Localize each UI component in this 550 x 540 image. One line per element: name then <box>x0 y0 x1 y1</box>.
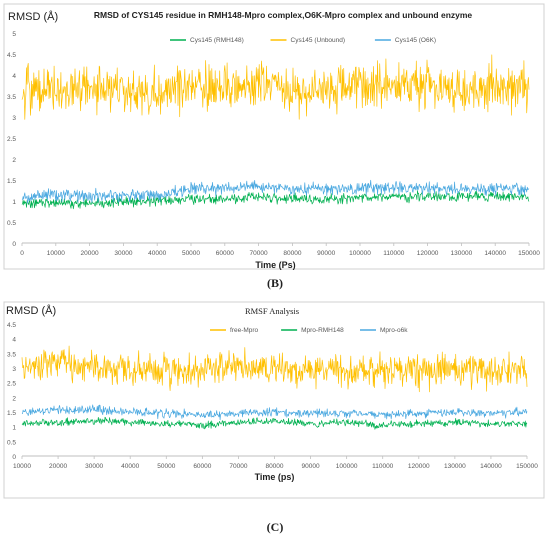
x-tick-label: 120000 <box>417 250 439 257</box>
series-line-cys145-o6k- <box>21 179 530 204</box>
x-tick-label: 10000 <box>47 250 65 257</box>
x-tick-label: 70000 <box>229 463 247 470</box>
y-tick-label: 0.5 <box>7 220 16 227</box>
x-tick-label: 30000 <box>85 463 103 470</box>
chart-title: RMSF Analysis <box>245 306 299 316</box>
rmsd-chart-svg: 0 0.5 1 1.5 2 2.5 3 3.5 4 4.5 5 0 10000 20000 30000 400… <box>3 3 545 270</box>
y-tick-label: 2.5 <box>7 136 16 143</box>
legend-entry: free-Mpro <box>230 327 259 334</box>
x-tick-label: 90000 <box>302 463 320 470</box>
x-tick-label: 80000 <box>265 463 283 470</box>
x-tick-label: 30000 <box>114 250 132 257</box>
chart-title: RMSD of CYS145 residue in RMH148-Mpro co… <box>94 10 473 20</box>
y-tick-label: 0 <box>12 454 16 461</box>
x-tick-label: 100000 <box>349 250 371 257</box>
x-tick-label: 70000 <box>250 250 268 257</box>
y-tick-label: 0.5 <box>7 439 16 446</box>
y-tick-label: 2 <box>12 395 16 402</box>
y-tick-label: 1 <box>12 199 16 206</box>
rmsd-chart-panel: 0 0.5 1 1.5 2 2.5 3 3.5 4 4.5 5 0 10000 20000 30000 400… <box>3 3 545 290</box>
x-tick-label: 0 <box>20 250 24 257</box>
series-line-mpro-o6k <box>21 404 528 421</box>
figure-caption-b: (B) <box>267 276 283 290</box>
legend-entry: Cys145 (Unbound) <box>291 37 346 44</box>
chart-frame <box>3 301 545 499</box>
x-tick-label: 110000 <box>383 250 405 257</box>
y-tick-label: 0 <box>12 241 16 248</box>
x-axis-label: Time (Ps) <box>255 260 295 270</box>
y-axis-label: RMSD (Å) <box>6 304 56 317</box>
x-tick-label: 50000 <box>182 250 200 257</box>
y-tick-label: 3 <box>12 366 16 373</box>
x-tick-label: 10000 <box>13 463 31 470</box>
y-axis-label: RMSD (Å) <box>8 10 58 23</box>
x-tick-label: 140000 <box>484 250 506 257</box>
x-tick-label: 130000 <box>444 463 466 470</box>
x-axis-label: Time (ps) <box>255 472 295 482</box>
legend-entry: Mpro-RMH148 <box>301 327 344 334</box>
y-tick-label: 4.5 <box>7 52 16 59</box>
y-tick-label: 4 <box>12 73 16 80</box>
x-tick-label: 120000 <box>408 463 430 470</box>
x-tick-label: 150000 <box>518 250 540 257</box>
rmsf-chart-svg: 0 0.5 1 1.5 2 2.5 3 3.5 4 4.5 10000 20000 30000 40000… <box>3 301 545 499</box>
x-tick-label: 140000 <box>480 463 502 470</box>
series-line-free-mpro <box>21 345 528 393</box>
x-tick-label: 110000 <box>372 463 394 470</box>
rmsf-chart-panel: 0 0.5 1 1.5 2 2.5 3 3.5 4 4.5 10000 20000 30000 40000… <box>0 294 550 540</box>
series-line-cys145-unbound- <box>21 54 530 120</box>
x-tick-label: 40000 <box>148 250 166 257</box>
legend-entry: Cys145 (RMH148) <box>190 37 244 44</box>
x-tick-label: 60000 <box>216 250 234 257</box>
y-tick-label: 4.5 <box>7 322 16 329</box>
x-tick-label: 150000 <box>516 463 538 470</box>
x-tick-label: 20000 <box>49 463 67 470</box>
y-tick-label: 1.5 <box>7 410 16 417</box>
x-tick-label: 50000 <box>157 463 175 470</box>
series-line-cys145-rmh148- <box>21 190 530 210</box>
y-tick-label: 2 <box>12 157 16 164</box>
y-tick-label: 1.5 <box>7 178 16 185</box>
y-tick-label: 3.5 <box>7 351 16 358</box>
y-tick-label: 4 <box>12 337 16 344</box>
legend-entry: Cys145 (O6K) <box>395 37 436 44</box>
y-tick-label: 3.5 <box>7 94 16 101</box>
y-tick-label: 1 <box>12 425 16 432</box>
figure-caption-c: (C) <box>266 520 284 534</box>
x-tick-label: 20000 <box>81 250 99 257</box>
x-tick-label: 90000 <box>317 250 335 257</box>
y-tick-label: 3 <box>12 115 16 122</box>
x-tick-label: 100000 <box>336 463 358 470</box>
x-tick-label: 40000 <box>121 463 139 470</box>
y-tick-label: 2.5 <box>7 381 16 388</box>
legend-entry: Mpro-o6k <box>380 327 408 334</box>
y-tick-label: 5 <box>12 31 16 38</box>
chart-frame <box>3 3 545 270</box>
x-tick-label: 130000 <box>451 250 473 257</box>
x-tick-label: 60000 <box>193 463 211 470</box>
series-line-mpro-rmh148 <box>21 416 528 430</box>
x-tick-label: 80000 <box>283 250 301 257</box>
